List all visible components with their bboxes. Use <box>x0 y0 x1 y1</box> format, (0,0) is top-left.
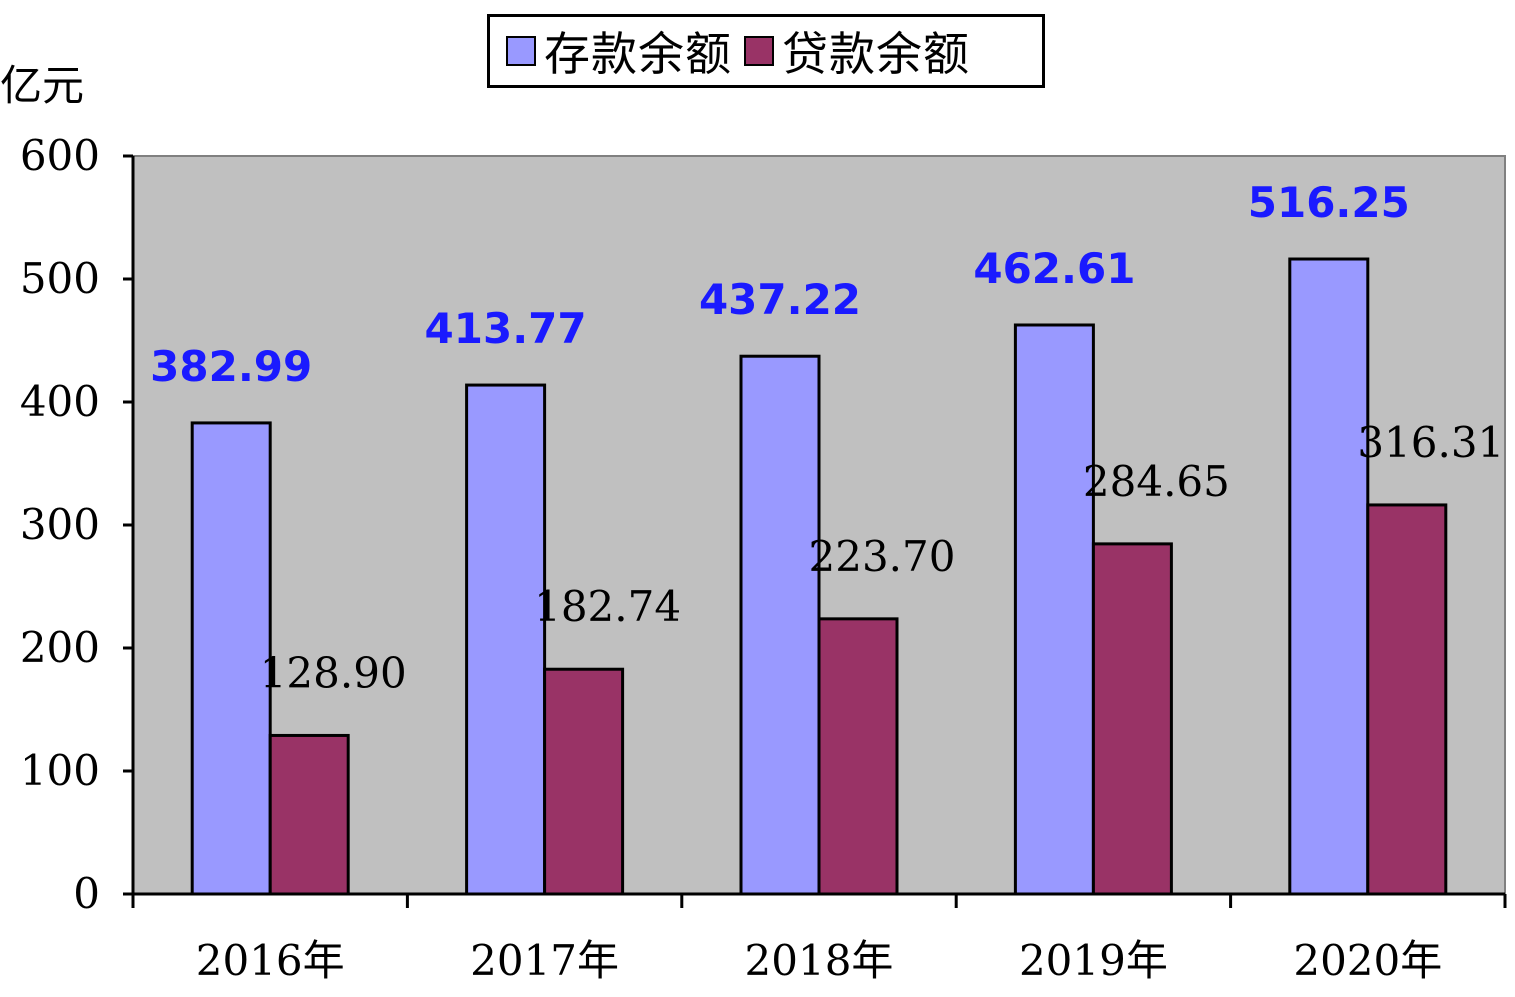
data-label-deposit: 382.99 <box>150 342 312 391</box>
x-tick-label: 2018年 <box>745 936 894 985</box>
x-tick-label: 2016年 <box>196 936 345 985</box>
legend: 存款余额 贷款余额 <box>487 14 1045 88</box>
legend-item-deposit: 存款余额 <box>506 18 732 84</box>
y-axis-unit-label: 亿元 <box>0 61 85 110</box>
y-tick-label: 400 <box>20 377 100 426</box>
bar-loan <box>1091 542 1173 896</box>
y-tick-label: 0 <box>73 869 100 918</box>
bar-loan <box>1366 503 1448 896</box>
legend-label-loan: 贷款余额 <box>782 27 970 81</box>
bar-deposit <box>1013 323 1095 896</box>
y-tick-label: 600 <box>20 131 100 180</box>
y-tick-label: 300 <box>20 500 100 549</box>
bar-deposit <box>465 383 547 896</box>
data-label-loan: 223.70 <box>809 532 956 581</box>
legend-label-deposit: 存款余额 <box>544 27 732 81</box>
y-tick-label: 200 <box>20 623 100 672</box>
legend-item-loan: 贷款余额 <box>744 18 970 84</box>
data-label-deposit: 437.22 <box>699 275 861 324</box>
bar-loan <box>817 617 899 896</box>
legend-swatch-deposit <box>506 36 536 66</box>
bar-deposit <box>739 354 821 896</box>
bar-loan <box>268 733 350 896</box>
x-tick-label: 2017年 <box>470 936 619 985</box>
bar-deposit <box>190 421 272 896</box>
bar-loan <box>543 667 625 896</box>
x-tick-label: 2020年 <box>1293 936 1442 985</box>
bar-deposit <box>1288 257 1370 896</box>
data-label-loan: 128.90 <box>260 648 407 697</box>
data-label-loan: 316.31 <box>1357 418 1504 467</box>
y-tick-label: 100 <box>20 746 100 795</box>
data-label-loan: 284.65 <box>1083 457 1230 506</box>
data-label-loan: 182.74 <box>534 582 681 631</box>
data-label-deposit: 462.61 <box>973 244 1135 293</box>
y-tick-label: 500 <box>20 254 100 303</box>
data-label-deposit: 516.25 <box>1248 178 1410 227</box>
data-label-deposit: 413.77 <box>425 304 587 353</box>
x-tick-label: 2019年 <box>1019 936 1168 985</box>
legend-swatch-loan <box>744 36 774 66</box>
